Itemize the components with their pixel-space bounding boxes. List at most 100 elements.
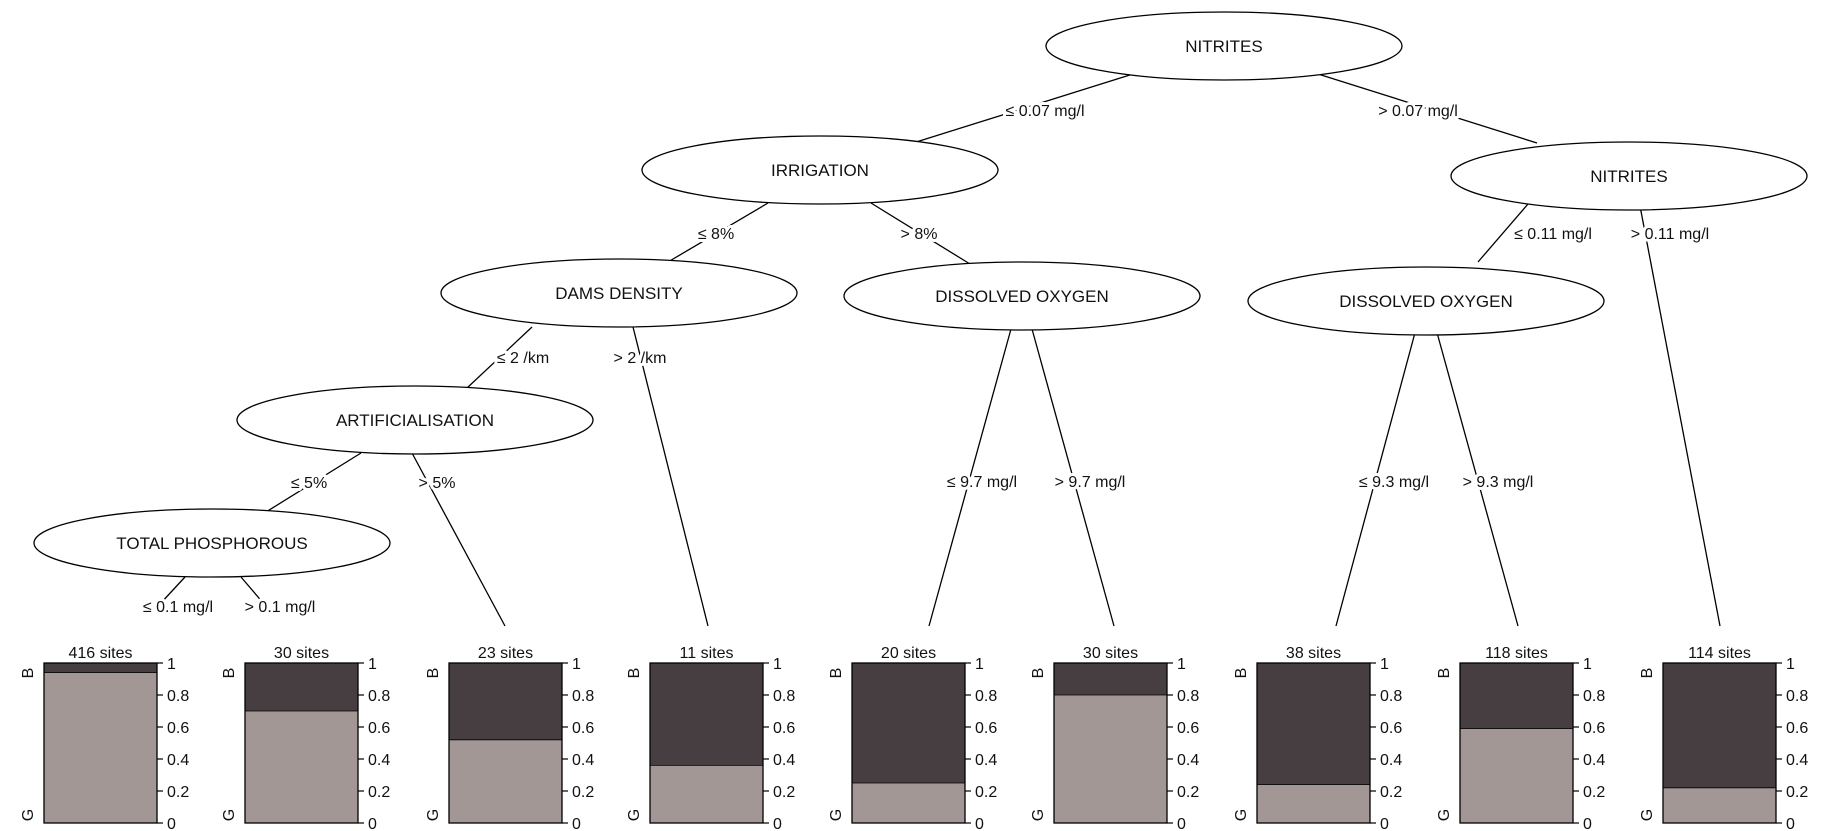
axis-tick-label: 0.6 [1583, 720, 1605, 737]
axis-tick-label: 0.2 [368, 784, 390, 801]
leaf-L8: 118 sites B G 0 0.2 0.4 0.6 0.8 1 [1436, 645, 1605, 831]
bar-segment-bad [449, 663, 562, 740]
bar-segment-bad [1460, 663, 1573, 729]
side-letter-g: G [1639, 809, 1656, 821]
axis-tick-label: 1 [572, 656, 581, 673]
edge-n6-L7: ≤ 9.3 mg/l [1335, 328, 1432, 627]
bar-segment-bad [1257, 663, 1370, 785]
edge-line [1477, 203, 1529, 263]
split-node-n2: IRRIGATION [641, 135, 999, 205]
side-letter-g: G [1030, 809, 1047, 821]
axis-tick-label: 0.8 [1177, 688, 1199, 705]
axis-tick-label: 0.6 [368, 720, 390, 737]
axis-tick-label: 0 [975, 816, 984, 831]
tree-edges: ≤ 0.07 mg/l > 0.07 mg/l ≤ 8% > 8% ≤ 0.11 mg/… [140, 73, 1721, 627]
axis-tick-label: 0.4 [1583, 752, 1605, 769]
node-ellipse [440, 258, 798, 328]
leaf-sites-label: 38 sites [1286, 645, 1341, 662]
bar-frame [1256, 662, 1371, 824]
bar-segment-bad [1663, 663, 1776, 788]
edge-split-label: ≤ 2 /km [497, 350, 549, 367]
axis-tick-label: 0 [773, 816, 782, 831]
right-axis: 0 0.2 0.4 0.6 0.8 1 [1776, 656, 1808, 831]
leaf-L6: 30 sites B G 0 0.2 0.4 0.6 0.8 1 [1030, 645, 1199, 831]
side-letter-b: B [626, 668, 643, 679]
edge-n3-n6: ≤ 0.11 mg/l [1477, 203, 1595, 263]
side-letter-g: G [221, 809, 238, 821]
split-node-n8: TOTAL PHOSPHOROUS [33, 508, 391, 578]
axis-tick-label: 0.2 [572, 784, 594, 801]
axis-tick-label: 0.4 [773, 752, 795, 769]
edge-line [265, 452, 362, 513]
node-ellipse [1247, 266, 1605, 336]
edge-n1-n3: > 0.07 mg/l [1317, 73, 1538, 144]
right-axis: 0 0.2 0.4 0.6 0.8 1 [1573, 656, 1605, 831]
side-letter-b: B [221, 668, 238, 679]
right-axis: 0 0.2 0.4 0.6 0.8 1 [763, 656, 795, 831]
bar-segment-bad [44, 663, 157, 673]
bar-frame [1459, 662, 1574, 824]
bar-segment-bad [245, 663, 358, 711]
side-letter-g: G [20, 809, 37, 821]
leaf-L2: 30 sites B G 0 0.2 0.4 0.6 0.8 1 [221, 645, 390, 831]
bar-segment-good [1460, 728, 1573, 823]
edge-line [411, 452, 506, 627]
axis-tick-label: 1 [1177, 656, 1186, 673]
axis-tick-label: 1 [975, 656, 984, 673]
edge-split-label: ≤ 5% [291, 475, 327, 492]
edge-line [667, 202, 769, 263]
leaf-sites-label: 416 sites [68, 645, 132, 662]
edge-split-label: ≤ 0.11 mg/l [1514, 226, 1592, 243]
axis-tick-label: 1 [167, 656, 176, 673]
bar-segment-good [1054, 695, 1167, 823]
node-variable-label: NITRITES [1590, 167, 1667, 186]
leaf-sites-label: 11 sites [680, 645, 734, 662]
node-ellipse [843, 261, 1201, 331]
edge-split-label: > 0.07 mg/l [1378, 103, 1458, 120]
node-ellipse [641, 135, 999, 205]
leaf-L1: 416 sites B G 0 0.2 0.4 0.6 0.8 1 [20, 645, 189, 831]
axis-tick-label: 0.8 [1380, 688, 1402, 705]
edge-split-label: > 8% [901, 226, 938, 243]
bar-frame [851, 662, 966, 824]
edge-line [1335, 328, 1417, 627]
edge-line [159, 576, 186, 605]
axis-tick-label: 0 [1177, 816, 1186, 831]
axis-tick-label: 0.4 [572, 752, 594, 769]
axis-tick-label: 0.4 [1380, 752, 1402, 769]
leaf-L3: 23 sites B G 0 0.2 0.4 0.6 0.8 1 [425, 645, 594, 831]
edge-split-label: ≤ 0.07 mg/l [1005, 103, 1084, 120]
split-node-n5: DISSOLVED OXYGEN [843, 261, 1201, 331]
edge-split-label: > 0.11 mg/l [1631, 226, 1709, 243]
edge-n5-L6: > 9.7 mg/l [1031, 328, 1128, 627]
bar-segment-bad [852, 663, 965, 783]
leaf-sites-label: 20 sites [881, 645, 936, 662]
axis-tick-label: 0.8 [368, 688, 390, 705]
axis-tick-label: 0.6 [975, 720, 997, 737]
axis-tick-label: 0.2 [167, 784, 189, 801]
axis-tick-label: 0 [1786, 816, 1795, 831]
leaf-sites-label: 30 sites [274, 645, 329, 662]
axis-tick-label: 0 [167, 816, 176, 831]
axis-tick-label: 0 [572, 816, 581, 831]
edge-line [1639, 205, 1721, 627]
split-node-n7: ARTIFICIALISATION [236, 385, 594, 455]
leaf-L4: 11 sites B G 0 0.2 0.4 0.6 0.8 1 [626, 645, 795, 831]
axis-tick-label: 0.8 [1583, 688, 1605, 705]
leaf-L5: 20 sites B G 0 0.2 0.4 0.6 0.8 1 [828, 645, 997, 831]
bar-segment-good [650, 765, 763, 823]
edge-n8-L1: ≤ 0.1 mg/l [140, 576, 216, 619]
right-axis: 0 0.2 0.4 0.6 0.8 1 [157, 656, 189, 831]
axis-tick-label: 0.8 [572, 688, 594, 705]
bar-segment-good [245, 711, 358, 823]
axis-tick-label: 1 [1380, 656, 1389, 673]
side-letter-b: B [1233, 668, 1250, 679]
leaf-sites-label: 23 sites [478, 645, 533, 662]
node-ellipse [1450, 141, 1808, 211]
axis-tick-label: 1 [368, 656, 377, 673]
bar-segment-bad [650, 663, 763, 766]
edge-line [632, 326, 709, 627]
axis-tick-label: 0.6 [773, 720, 795, 737]
edge-line [870, 202, 971, 265]
node-variable-label: TOTAL PHOSPHOROUS [116, 534, 307, 553]
